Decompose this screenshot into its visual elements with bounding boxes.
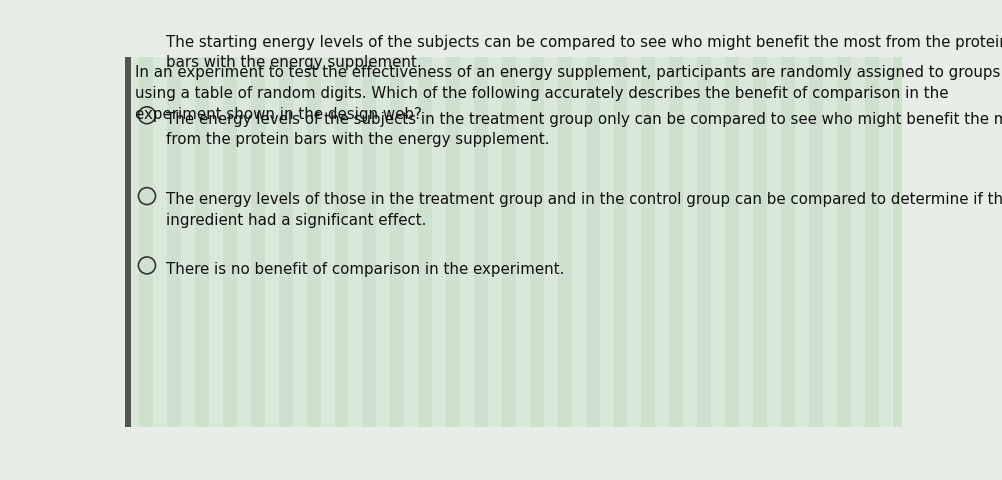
FancyBboxPatch shape bbox=[767, 58, 781, 427]
Text: The energy levels of the subjects in the treatment group only can be compared to: The energy levels of the subjects in the… bbox=[165, 111, 1002, 147]
FancyBboxPatch shape bbox=[377, 58, 391, 427]
FancyBboxPatch shape bbox=[558, 58, 572, 427]
FancyBboxPatch shape bbox=[363, 58, 377, 427]
FancyBboxPatch shape bbox=[921, 58, 934, 427]
FancyBboxPatch shape bbox=[683, 58, 697, 427]
FancyBboxPatch shape bbox=[446, 58, 460, 427]
FancyBboxPatch shape bbox=[195, 58, 209, 427]
FancyBboxPatch shape bbox=[167, 58, 181, 427]
FancyBboxPatch shape bbox=[572, 58, 585, 427]
FancyBboxPatch shape bbox=[139, 58, 153, 427]
FancyBboxPatch shape bbox=[669, 58, 683, 427]
Text: There is no benefit of comparison in the experiment.: There is no benefit of comparison in the… bbox=[165, 261, 564, 276]
FancyBboxPatch shape bbox=[335, 58, 349, 427]
FancyBboxPatch shape bbox=[488, 58, 502, 427]
FancyBboxPatch shape bbox=[613, 58, 627, 427]
FancyBboxPatch shape bbox=[236, 58, 250, 427]
FancyBboxPatch shape bbox=[795, 58, 809, 427]
FancyBboxPatch shape bbox=[907, 58, 921, 427]
FancyBboxPatch shape bbox=[655, 58, 669, 427]
FancyBboxPatch shape bbox=[250, 58, 265, 427]
FancyBboxPatch shape bbox=[725, 58, 739, 427]
FancyBboxPatch shape bbox=[516, 58, 530, 427]
FancyBboxPatch shape bbox=[502, 58, 516, 427]
FancyBboxPatch shape bbox=[460, 58, 474, 427]
Text: In an experiment to test the effectiveness of an energy supplement, participants: In an experiment to test the effectivene… bbox=[134, 64, 1002, 121]
FancyBboxPatch shape bbox=[307, 58, 321, 427]
Text: The energy levels of those in the treatment group and in the control group can b: The energy levels of those in the treatm… bbox=[165, 192, 1002, 228]
FancyBboxPatch shape bbox=[823, 58, 837, 427]
FancyBboxPatch shape bbox=[544, 58, 558, 427]
FancyBboxPatch shape bbox=[739, 58, 753, 427]
FancyBboxPatch shape bbox=[265, 58, 279, 427]
FancyBboxPatch shape bbox=[222, 58, 236, 427]
FancyBboxPatch shape bbox=[125, 58, 139, 427]
FancyBboxPatch shape bbox=[474, 58, 488, 427]
FancyBboxPatch shape bbox=[851, 58, 865, 427]
FancyBboxPatch shape bbox=[530, 58, 544, 427]
FancyBboxPatch shape bbox=[585, 58, 599, 427]
FancyBboxPatch shape bbox=[809, 58, 823, 427]
FancyBboxPatch shape bbox=[153, 58, 167, 427]
FancyBboxPatch shape bbox=[404, 58, 418, 427]
FancyBboxPatch shape bbox=[627, 58, 641, 427]
FancyBboxPatch shape bbox=[948, 58, 962, 427]
FancyBboxPatch shape bbox=[837, 58, 851, 427]
FancyBboxPatch shape bbox=[641, 58, 655, 427]
FancyBboxPatch shape bbox=[753, 58, 767, 427]
FancyBboxPatch shape bbox=[279, 58, 293, 427]
FancyBboxPatch shape bbox=[893, 58, 907, 427]
FancyBboxPatch shape bbox=[349, 58, 363, 427]
FancyBboxPatch shape bbox=[599, 58, 613, 427]
FancyBboxPatch shape bbox=[418, 58, 432, 427]
FancyBboxPatch shape bbox=[934, 58, 948, 427]
FancyBboxPatch shape bbox=[125, 58, 130, 427]
FancyBboxPatch shape bbox=[321, 58, 335, 427]
FancyBboxPatch shape bbox=[711, 58, 725, 427]
FancyBboxPatch shape bbox=[781, 58, 795, 427]
FancyBboxPatch shape bbox=[391, 58, 404, 427]
FancyBboxPatch shape bbox=[181, 58, 195, 427]
FancyBboxPatch shape bbox=[865, 58, 879, 427]
FancyBboxPatch shape bbox=[879, 58, 893, 427]
FancyBboxPatch shape bbox=[697, 58, 711, 427]
FancyBboxPatch shape bbox=[432, 58, 446, 427]
Text: The starting energy levels of the subjects can be compared to see who might bene: The starting energy levels of the subjec… bbox=[165, 35, 1002, 70]
FancyBboxPatch shape bbox=[209, 58, 222, 427]
FancyBboxPatch shape bbox=[293, 58, 307, 427]
